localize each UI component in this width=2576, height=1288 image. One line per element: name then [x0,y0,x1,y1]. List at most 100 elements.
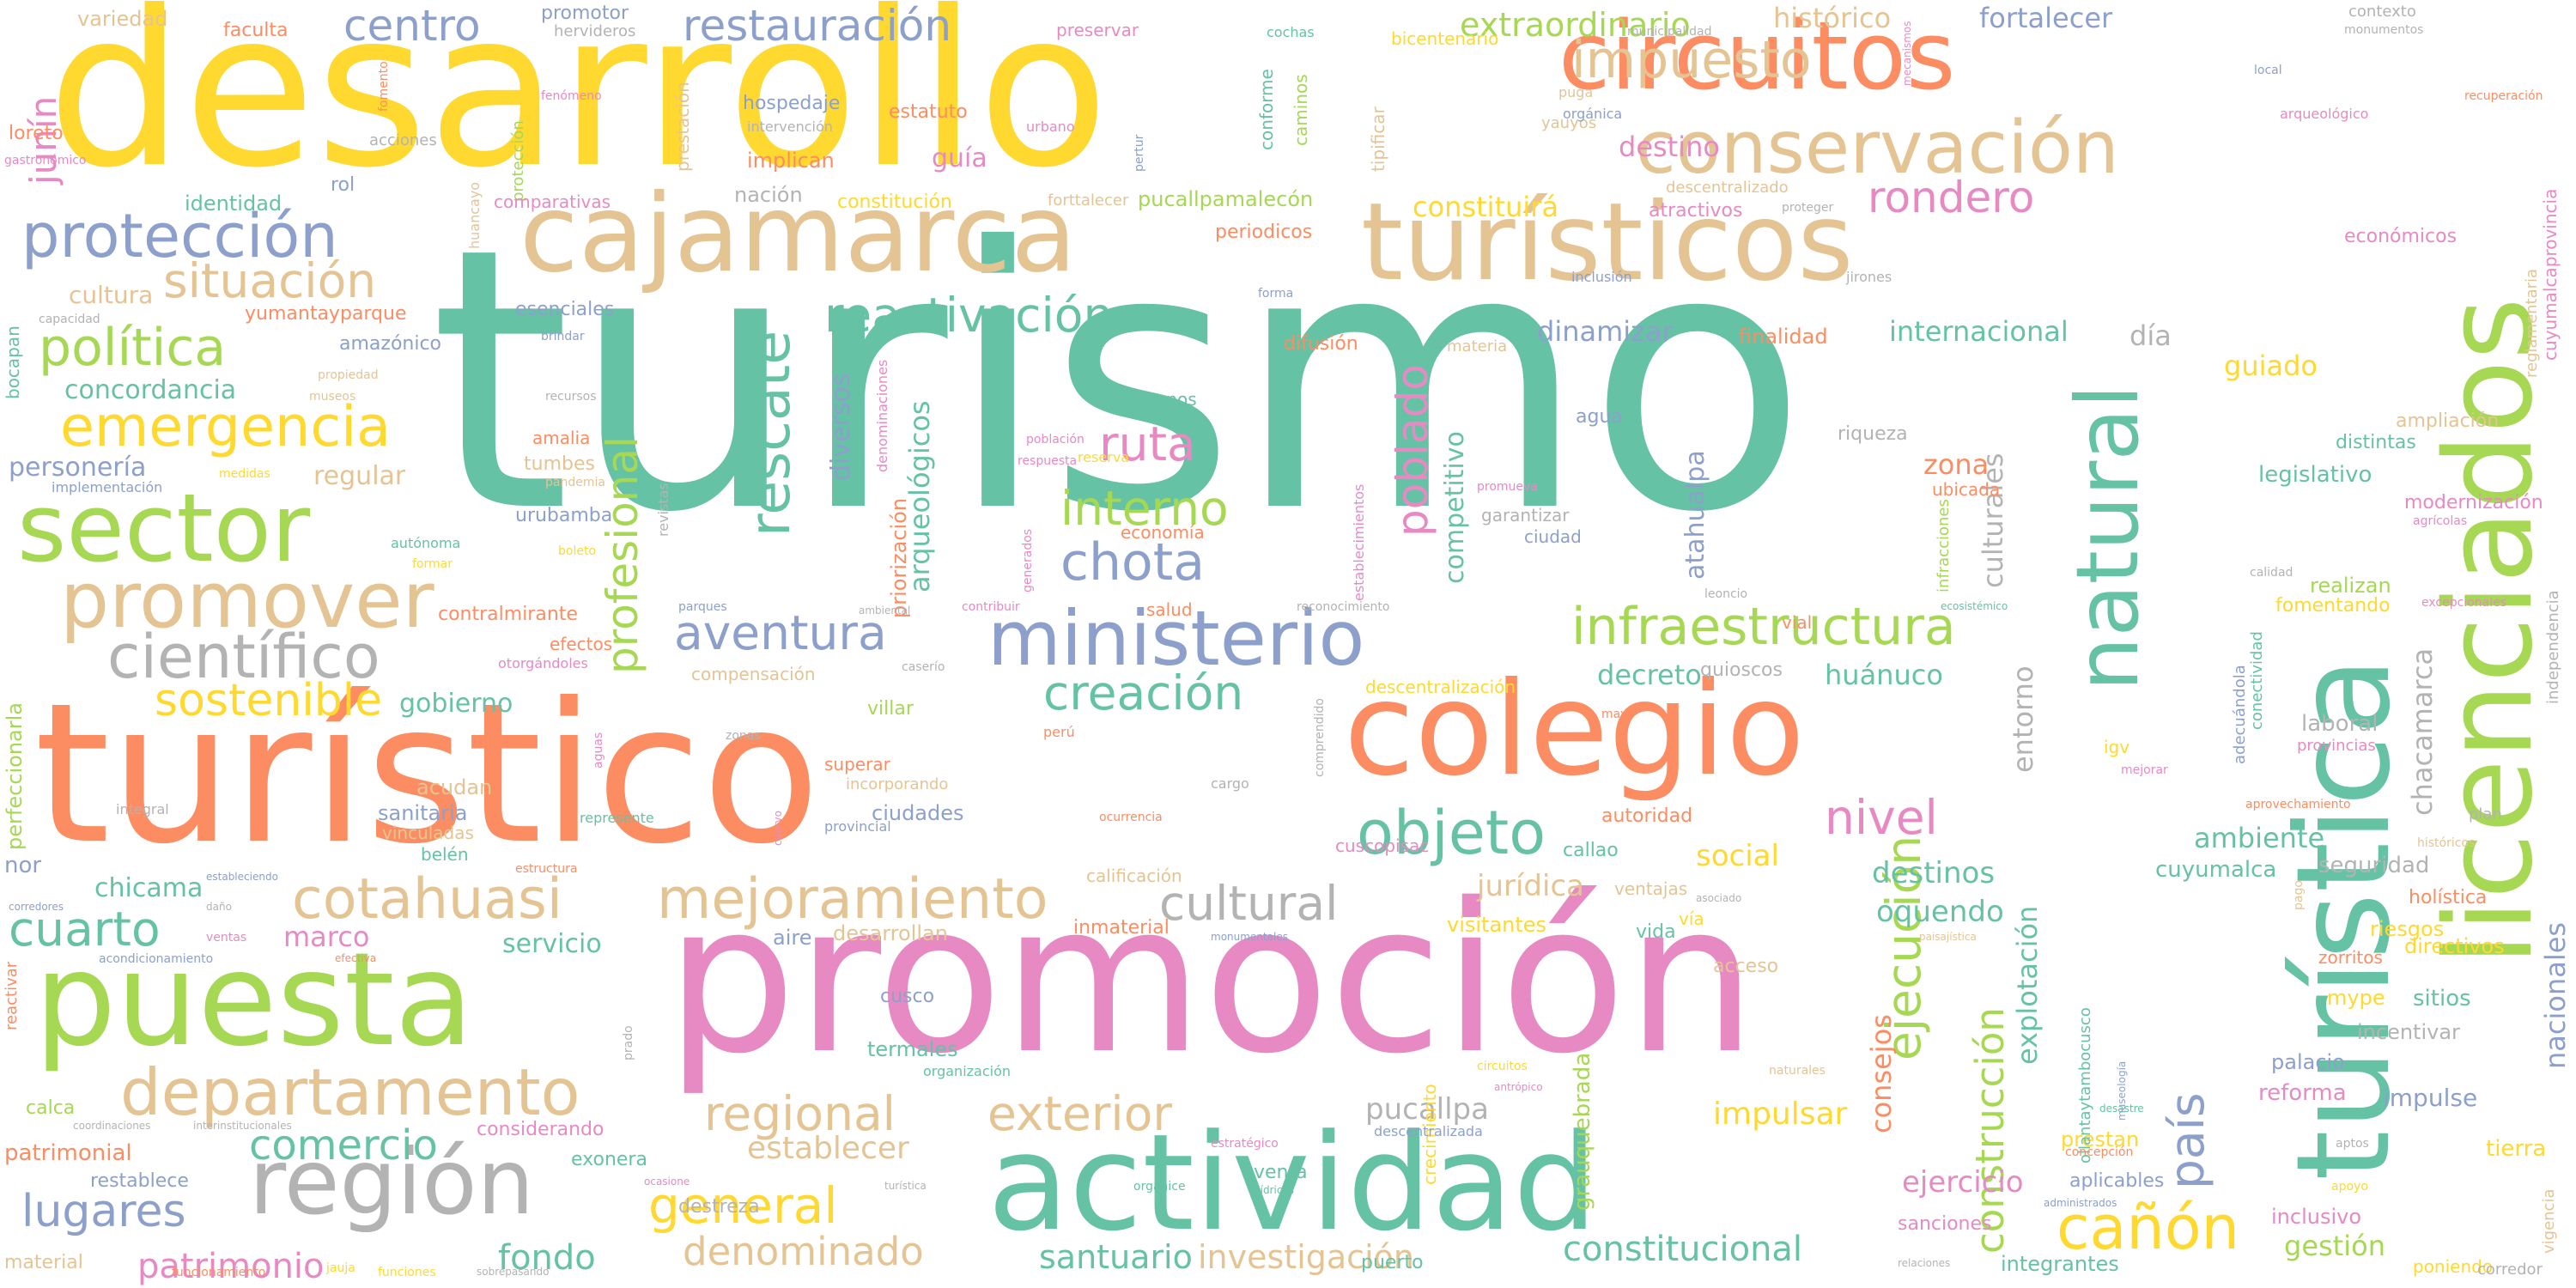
word-reconocimiento: reconocimiento [1297,600,1390,614]
word-cuervo: cuervo [772,811,784,846]
word-organice: organice [1133,1180,1186,1194]
word-revistas: revistas [655,483,671,537]
word-intervencion: intervención [747,118,833,135]
word-impuesto: impuesto [1571,30,1812,90]
word-cajamarca: cajamarca [519,172,1077,296]
word-corredor: corredor [2477,1261,2543,1279]
word-recuperacion: recuperación [2464,89,2543,103]
word-promocion: promoción [665,859,1757,1099]
word-estatuto: estatuto [889,101,968,123]
word-prestacion: prestación [672,82,693,172]
word-actividad: actividad [987,1105,1598,1261]
word-social: social [1696,839,1779,873]
word-finalidad: finalidad [1739,325,1828,349]
word-relaciones: relaciones [1898,1257,1951,1269]
word-reactivacion: reactivación [824,288,1114,343]
word-holistica: holística [2409,887,2488,908]
word-puesta: puesta [34,926,474,1075]
word-establecer: establecer [747,1131,909,1166]
word-cusco: cusco [880,986,935,1007]
word-turismo: turismo [429,172,1808,592]
word-jirones: jirones [1846,269,1893,285]
word-recursos: recursos [545,390,597,404]
word-promotor: promotor [541,3,629,24]
word-gestion: gestión [2284,1230,2385,1262]
word-acudan: acudan [416,775,493,799]
word-visitantes: visitantes [1447,913,1547,937]
word-historico: histórico [1773,2,1892,34]
word-destino: destino [1619,131,1720,163]
word-emergencia: emergencia [60,395,391,459]
word-servicio: servicio [502,929,602,959]
word-autonoma: autónoma [391,535,461,551]
word-rescate: rescate [738,330,803,537]
word-nor: nor [4,853,42,878]
word-promueva: promueva [1477,480,1538,494]
word-descentralizada: descentralizada [1374,1123,1483,1139]
word-poniendo: poniendo [2413,1256,2494,1277]
word-prestan: prestan [2061,1127,2140,1151]
word-estableciendo: estableciendo [206,871,278,883]
word-inmaterial: inmaterial [1073,917,1170,939]
word-estrategico: estratégico [1211,1137,1279,1151]
word-acondicionamiento: acondicionamiento [99,952,214,966]
word-pertur: pertur [1133,134,1146,172]
word-implican: implican [747,149,835,173]
word-cientifico: científico [107,622,380,692]
word-aprovechamiento: aprovechamiento [2245,798,2351,811]
word-ministerio: ministerio [987,594,1365,683]
word-canon: cañón [2057,1193,2239,1263]
word-yauyos: yauyos [1541,114,1597,132]
word-objeto: objeto [1357,798,1546,868]
word-huanuco: huánuco [1825,659,1943,691]
word-cultural: cultural [1159,876,1339,931]
word-mayo: mayo [1601,708,1636,721]
word-autoridad: autoridad [1601,805,1693,827]
word-difusion: difusión [1284,333,1358,355]
word-departamento: departamento [120,1054,580,1130]
word-considerando: considerando [477,1119,605,1140]
word-natural: natural [2057,384,2158,691]
word-chota: chota [1060,532,1206,592]
word-integral: integral [116,801,169,817]
word-circuitos: circuitos [1558,1,1956,111]
word-conservacion: conservación [1636,106,2119,191]
word-calificacion: calificación [1086,866,1182,886]
word-constitucional: constitucional [1563,1230,1803,1269]
word-forttalecer: forttalecer [1048,191,1129,210]
word-descentralizacion: descentralización [1365,677,1516,697]
word-licenciados: licenciados [2420,297,2560,966]
word-fortalecer: fortalecer [1979,2,2113,34]
word-local: local [2254,64,2282,77]
word-belen: belén [421,844,469,865]
word-establecimientos: establecimientos [1351,483,1367,601]
word-plan: plan [2469,805,2502,823]
word-chacamarca: chacamarca [2406,647,2439,816]
word-personeria: personería [9,453,147,483]
word-impulsar: impulsar [1713,1097,1848,1132]
word-promover: promover [60,556,434,646]
word-fenomeno: fenómeno [541,89,602,103]
word-gobiernos: gobiernos [1112,389,1197,410]
word-dano: daño [206,901,232,913]
word-administrados: administrados [2044,1197,2117,1209]
word-distintas: distintas [2336,432,2416,453]
word-villar: villar [867,698,914,720]
word-vial: vial [1782,612,1813,633]
word-extraordinario: extraordinario [1460,6,1691,44]
word-contribuir: contribuir [962,600,1020,614]
word-proteccion2: protección [509,120,527,202]
word-integrantes: integrantes [2001,1252,2119,1276]
word-riesgos: riesgos [2370,917,2445,941]
word-sanciones: sanciones [1898,1213,1992,1235]
word-antropico: antrópico [1494,1081,1543,1093]
word-termales: termales [867,1037,958,1061]
word-vigencia: vigencia [2540,1188,2558,1255]
word-efectiva: efectiva [335,952,377,964]
word-reserva: reserva [1078,449,1130,465]
word-parques: parques [678,600,727,614]
word-mype: mype [2327,986,2385,1010]
word-explotacion: explotación [2011,905,2044,1065]
word-modernizacion: modernización [2404,492,2543,513]
word-quioscos: quioscos [1700,659,1783,681]
